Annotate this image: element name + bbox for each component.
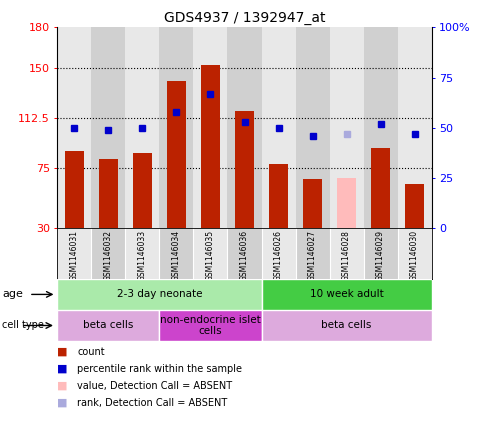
Bar	[91, 27, 125, 228]
Bar	[405, 184, 424, 228]
Text: count: count	[77, 347, 105, 357]
Text: GSM1146036: GSM1146036	[240, 230, 249, 281]
Text: GSM1146030: GSM1146030	[410, 230, 419, 281]
Bar	[329, 228, 364, 279]
Bar	[57, 27, 91, 228]
Bar	[364, 228, 398, 279]
Text: 10 week adult: 10 week adult	[310, 289, 383, 299]
Bar	[201, 65, 220, 228]
Text: GDS4937 / 1392947_at: GDS4937 / 1392947_at	[164, 11, 325, 25]
Bar	[57, 310, 160, 341]
Text: GSM1146031: GSM1146031	[70, 230, 79, 281]
Bar	[269, 164, 288, 228]
Bar	[295, 228, 329, 279]
Text: cell type: cell type	[2, 321, 44, 330]
Bar	[295, 27, 329, 228]
Bar	[303, 179, 322, 228]
Bar	[99, 159, 118, 228]
Bar	[91, 228, 125, 279]
Bar	[65, 151, 84, 228]
Bar	[371, 148, 390, 228]
Text: 2-3 day neonate: 2-3 day neonate	[117, 289, 202, 299]
Bar	[398, 228, 432, 279]
Text: ■: ■	[57, 398, 68, 408]
Bar	[57, 228, 91, 279]
Bar	[160, 310, 261, 341]
Text: value, Detection Call = ABSENT: value, Detection Call = ABSENT	[77, 381, 233, 391]
Bar	[133, 154, 152, 228]
Bar	[125, 228, 160, 279]
Bar	[160, 228, 194, 279]
Text: age: age	[2, 289, 23, 299]
Text: GSM1146027: GSM1146027	[308, 230, 317, 281]
Bar	[261, 279, 432, 310]
Bar	[228, 228, 261, 279]
Bar	[364, 27, 398, 228]
Text: ■: ■	[57, 347, 68, 357]
Bar	[125, 27, 160, 228]
Bar	[228, 27, 261, 228]
Bar	[167, 81, 186, 228]
Bar	[261, 228, 295, 279]
Text: non-endocrine islet
cells: non-endocrine islet cells	[160, 315, 261, 336]
Bar	[398, 27, 432, 228]
Text: beta cells: beta cells	[83, 321, 134, 330]
Bar	[194, 228, 228, 279]
Text: ■: ■	[57, 381, 68, 391]
Bar	[337, 178, 356, 228]
Text: GSM1146034: GSM1146034	[172, 230, 181, 281]
Text: GSM1146026: GSM1146026	[274, 230, 283, 281]
Bar	[261, 310, 432, 341]
Text: GSM1146033: GSM1146033	[138, 230, 147, 281]
Text: beta cells: beta cells	[321, 321, 372, 330]
Bar	[57, 279, 261, 310]
Bar	[160, 27, 194, 228]
Bar	[235, 110, 254, 228]
Text: GSM1146035: GSM1146035	[206, 230, 215, 281]
Text: ■: ■	[57, 364, 68, 374]
Text: GSM1146029: GSM1146029	[376, 230, 385, 281]
Text: GSM1146028: GSM1146028	[342, 230, 351, 281]
Bar	[261, 27, 295, 228]
Text: rank, Detection Call = ABSENT: rank, Detection Call = ABSENT	[77, 398, 228, 408]
Bar	[194, 27, 228, 228]
Text: percentile rank within the sample: percentile rank within the sample	[77, 364, 243, 374]
Bar	[329, 27, 364, 228]
Text: GSM1146032: GSM1146032	[104, 230, 113, 281]
